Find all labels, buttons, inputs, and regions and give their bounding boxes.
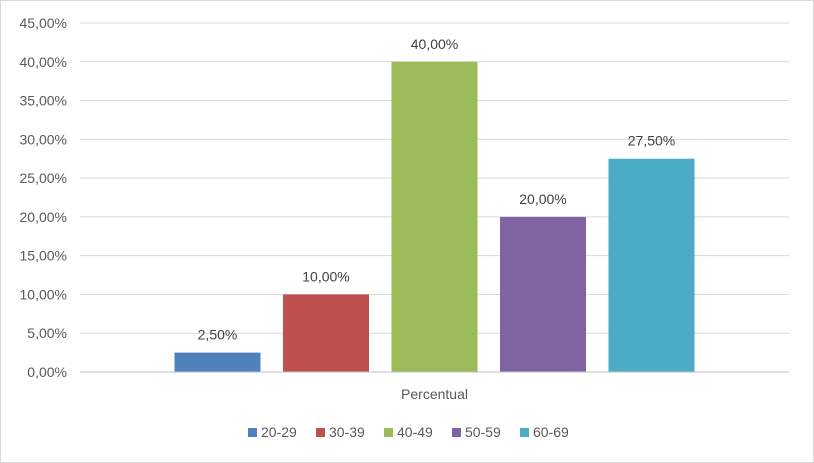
bar-20-29 bbox=[174, 352, 261, 372]
y-tick-label: 0,00% bbox=[27, 364, 67, 380]
data-label-50-59: 20,00% bbox=[519, 191, 566, 207]
bar-30-39 bbox=[283, 294, 369, 372]
bar-40-49 bbox=[391, 61, 478, 373]
bars bbox=[174, 61, 695, 373]
bar-50-59 bbox=[500, 216, 586, 372]
y-tick-label: 35,00% bbox=[20, 93, 67, 109]
y-tick-label: 5,00% bbox=[27, 325, 67, 341]
category-label: Percentual bbox=[401, 386, 468, 402]
y-tick-label: 15,00% bbox=[20, 248, 67, 264]
legend-label-30-39: 30-39 bbox=[329, 424, 365, 440]
legend-swatch-50-59 bbox=[452, 428, 461, 437]
y-tick-label: 30,00% bbox=[20, 131, 67, 147]
bar-60-69 bbox=[608, 158, 695, 372]
legend-swatch-20-29 bbox=[248, 428, 257, 437]
y-tick-label: 10,00% bbox=[20, 286, 67, 302]
y-axis-tick-labels: 0,00% 5,00% 10,00% 15,00% 20,00% 25,00% 30,00%… bbox=[20, 15, 67, 380]
data-label-30-39: 10,00% bbox=[302, 268, 349, 284]
data-labels: 2,50% 10,00% 40,00% 20,00% 27,50% bbox=[198, 36, 676, 343]
legend-label-20-29: 20-29 bbox=[261, 424, 297, 440]
y-tick-label: 40,00% bbox=[20, 54, 67, 70]
legend-label-40-49: 40-49 bbox=[397, 424, 433, 440]
legend-swatch-40-49 bbox=[384, 428, 393, 437]
data-label-60-69: 27,50% bbox=[628, 133, 675, 149]
legend-swatch-60-69 bbox=[520, 428, 529, 437]
y-tick-label: 45,00% bbox=[20, 15, 67, 31]
legend: 20-29 30-39 40-49 50-59 60-69 bbox=[248, 424, 569, 440]
legend-label-60-69: 60-69 bbox=[533, 424, 569, 440]
legend-swatch-30-39 bbox=[316, 428, 325, 437]
data-label-40-49: 40,00% bbox=[411, 36, 458, 52]
y-tick-label: 20,00% bbox=[20, 209, 67, 225]
legend-label-50-59: 50-59 bbox=[465, 424, 501, 440]
data-label-20-29: 2,50% bbox=[198, 327, 238, 343]
y-tick-label: 25,00% bbox=[20, 170, 67, 186]
